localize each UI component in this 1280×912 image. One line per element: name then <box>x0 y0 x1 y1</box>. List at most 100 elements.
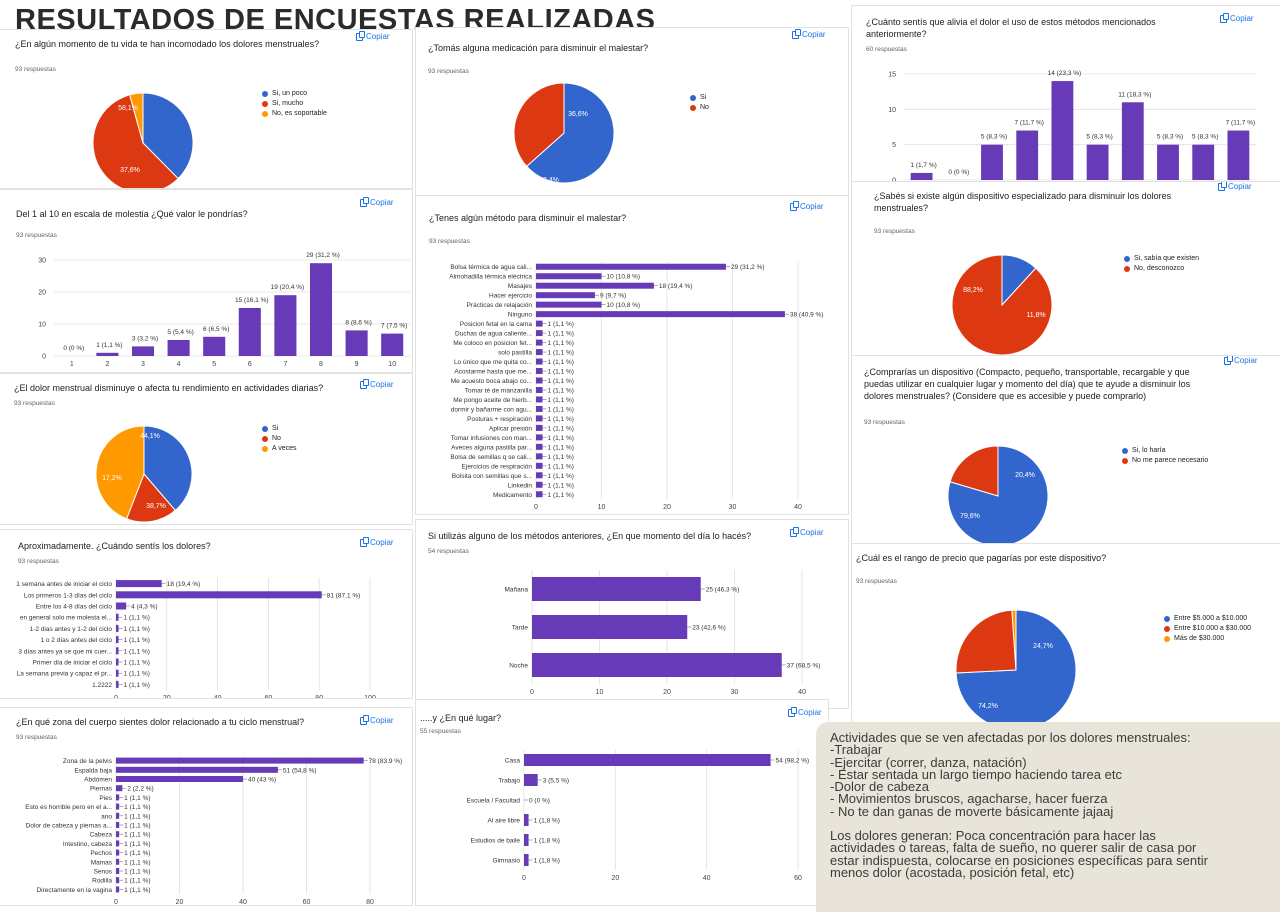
bar <box>116 831 120 838</box>
copy-button[interactable]: Copiar <box>790 526 824 537</box>
chart-panel: Aproximadamente. ¿Cuándo sentís los dolo… <box>0 530 412 698</box>
bar <box>116 877 120 884</box>
bar-data-label: 1 (1,1 %) <box>124 671 150 678</box>
bar <box>910 172 933 180</box>
category-label: Tomar infusiones con man... <box>451 435 532 442</box>
copy-icon <box>360 196 369 207</box>
x-tick-label: 10 <box>388 361 396 368</box>
chart-panel: Si utilizás alguno de los métodos anteri… <box>416 520 848 708</box>
bar <box>1192 144 1215 180</box>
category-label: Gimnasio <box>493 858 521 865</box>
bar-data-label: 1 (1,1 %) <box>124 832 150 839</box>
x-tick-label: 30 <box>729 504 737 511</box>
copy-button[interactable]: Copiar <box>1218 182 1252 191</box>
category-label: Espalda baja <box>74 767 112 774</box>
bar-data-label: 40 (43 %) <box>248 777 276 784</box>
response-count: 93 respuestas <box>15 66 56 73</box>
category-label: Bolsita con semillas que s... <box>452 473 532 480</box>
bar <box>532 577 701 601</box>
x-tick-label: 30 <box>731 689 739 696</box>
category-label: Posicion fetal en la cama <box>460 321 533 328</box>
bar <box>116 757 364 764</box>
copy-label: Copiar <box>802 30 826 39</box>
chart-svg: 0 10 20 30 40 Mañana 25 (46,3 %) Tarde 23 (42,6 … <box>505 570 820 696</box>
bar <box>116 766 278 773</box>
x-tick-label: 40 <box>798 689 806 696</box>
category-label: Rodilla <box>92 878 112 885</box>
response-count: 93 respuestas <box>16 232 57 239</box>
copy-label: Copiar <box>370 198 394 207</box>
copy-button[interactable]: Copiar <box>1224 356 1258 365</box>
chart-panel: ¿El dolor menstrual disminuye o afecta t… <box>0 374 412 524</box>
category-label: 1 o 2 días antes del ciclo <box>40 637 112 644</box>
bar-data-label: 10 (10,8 %) <box>607 302 641 309</box>
bar <box>309 263 333 356</box>
bar <box>536 491 543 498</box>
chart-panel: ¿Sabés si existe algún dispositivo espec… <box>852 182 1280 362</box>
legend-label: Entre $10.000 a $30.000 <box>1174 625 1252 632</box>
response-count: 60 respuestas <box>866 46 907 53</box>
chart-panel: Del 1 al 10 en escala de molestia ¿Qué v… <box>0 190 412 372</box>
response-count: 93 respuestas <box>16 734 57 741</box>
category-label: Posturas + respiración <box>467 416 532 423</box>
notes-box: Actividades que se ven afectadas por los… <box>816 722 1280 912</box>
legend-label: Si, mucho <box>272 100 304 107</box>
notes-heading: Actividades que se ven afectadas por los… <box>830 730 1191 745</box>
y-tick-label: 0 <box>42 354 46 361</box>
category-label: Pies <box>99 795 112 802</box>
category-label: Acostarme hasta que me... <box>454 369 532 376</box>
x-tick-label: 20 <box>176 899 184 905</box>
response-count: 93 respuestas <box>428 68 469 75</box>
bar-data-label: 1 (1,1 %) <box>124 841 150 848</box>
category-label: Lo único que me quita co... <box>454 359 532 366</box>
bar-data-label: 1 (1,1 %) <box>124 682 150 689</box>
bar-data-label: 1 (1,8 %) <box>534 818 560 825</box>
bar-data-label: 7 (11,7 %) <box>1014 120 1044 127</box>
category-label: Aplicar presión <box>489 425 532 432</box>
pie-slice <box>949 445 999 497</box>
bar <box>536 263 726 270</box>
copy-button[interactable]: Copiar <box>360 378 394 389</box>
copy-button[interactable]: Copiar <box>360 196 394 207</box>
bar-data-label: 11 (18,3 %) <box>1118 91 1151 98</box>
copy-button[interactable]: Copiar <box>788 706 822 717</box>
chart-svg: 0 20 40 60 Casa 54 (98,2 %) Trabajo 3 (5,5 %) Es… <box>467 750 809 882</box>
y-tick-label: 10 <box>38 322 46 329</box>
bar-data-label: 1 (1,1 %) <box>124 804 150 811</box>
copy-button[interactable]: Copiar <box>360 536 394 547</box>
copy-button[interactable]: Copiar <box>790 200 824 211</box>
legend-item: No, es soportable <box>262 109 327 119</box>
x-tick-label: 20 <box>163 695 171 698</box>
bar <box>536 349 543 356</box>
copy-button[interactable]: Copiar <box>360 714 394 725</box>
slice-label: 36,6% <box>568 111 588 118</box>
bar <box>536 358 543 365</box>
bar-data-label: 1 (1,8 %) <box>534 858 560 865</box>
category-label: Hacer ejercicio <box>489 293 532 300</box>
copy-icon <box>360 378 369 389</box>
bar-data-label: 7 (7,5 %) <box>381 323 407 330</box>
bar <box>116 647 119 655</box>
bar <box>524 774 538 786</box>
bar-data-label: 1 (1,8 %) <box>534 838 560 845</box>
bar <box>116 636 119 644</box>
question-title: ¿Tenes algún método para disminuir el ma… <box>429 213 627 223</box>
copy-icon <box>1224 356 1233 365</box>
category-label: en general solo me molesta el... <box>20 615 112 622</box>
bar <box>532 653 782 677</box>
legend-item: No, desconozco <box>1124 264 1199 274</box>
question-title: ¿Tomás alguna medicación para disminuir … <box>428 43 649 53</box>
copy-button[interactable]: Copiar <box>356 30 390 41</box>
bar <box>381 333 404 356</box>
bar-data-label: 1 (1,1 %) <box>124 626 150 633</box>
copy-button[interactable]: Copiar <box>792 28 826 39</box>
legend-item: Más de $30.000 <box>1164 634 1251 644</box>
category-label: Almohadilla térmica eléctrica <box>449 274 532 281</box>
category-label: Bolsa de semillas q se cali... <box>450 454 532 461</box>
bar <box>116 591 322 599</box>
bar <box>524 754 771 766</box>
copy-button[interactable]: Copiar <box>1220 12 1254 23</box>
bar <box>167 340 190 356</box>
copy-icon <box>1220 12 1229 23</box>
